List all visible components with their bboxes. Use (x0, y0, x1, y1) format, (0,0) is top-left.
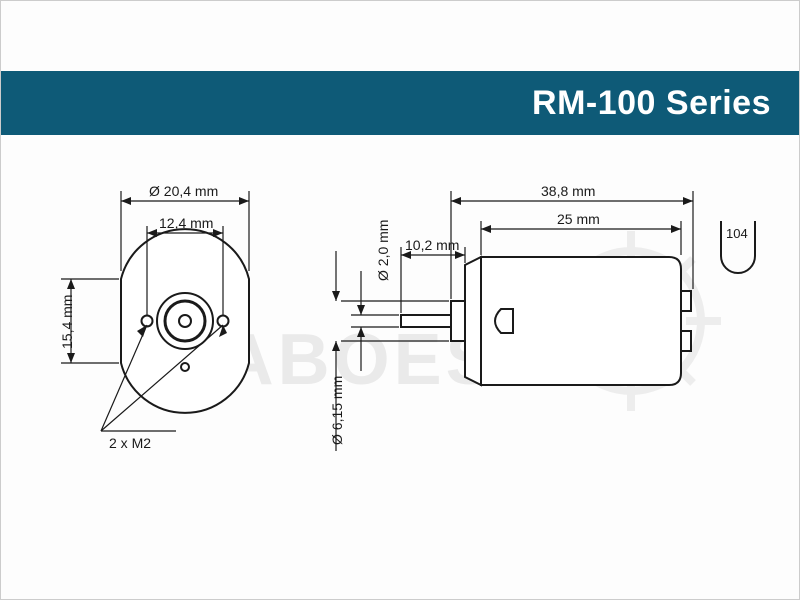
dim-body-length: 25 mm (557, 211, 600, 227)
series-title: RM-100 Series (532, 84, 771, 123)
dim-front-height: 15,4 mm (59, 295, 75, 349)
dim-bolt-pitch: 12,4 mm (159, 215, 213, 231)
technical-drawing: RABOESCH® (1, 171, 799, 549)
dim-mount-holes: 2 x M2 (109, 435, 151, 451)
dim-boss-length: 10,2 mm (405, 237, 459, 253)
part-number: 104 (726, 226, 748, 241)
drawing-svg (1, 171, 800, 551)
dim-outer-diameter: Ø 20,4 mm (149, 183, 218, 199)
dim-shaft-dia: Ø 2,0 mm (375, 220, 391, 281)
dim-boss-dia: Ø 6,15 mm (329, 376, 345, 445)
title-band: RM-100 Series (1, 71, 799, 135)
dim-overall-length: 38,8 mm (541, 183, 595, 199)
front-view (61, 191, 249, 431)
